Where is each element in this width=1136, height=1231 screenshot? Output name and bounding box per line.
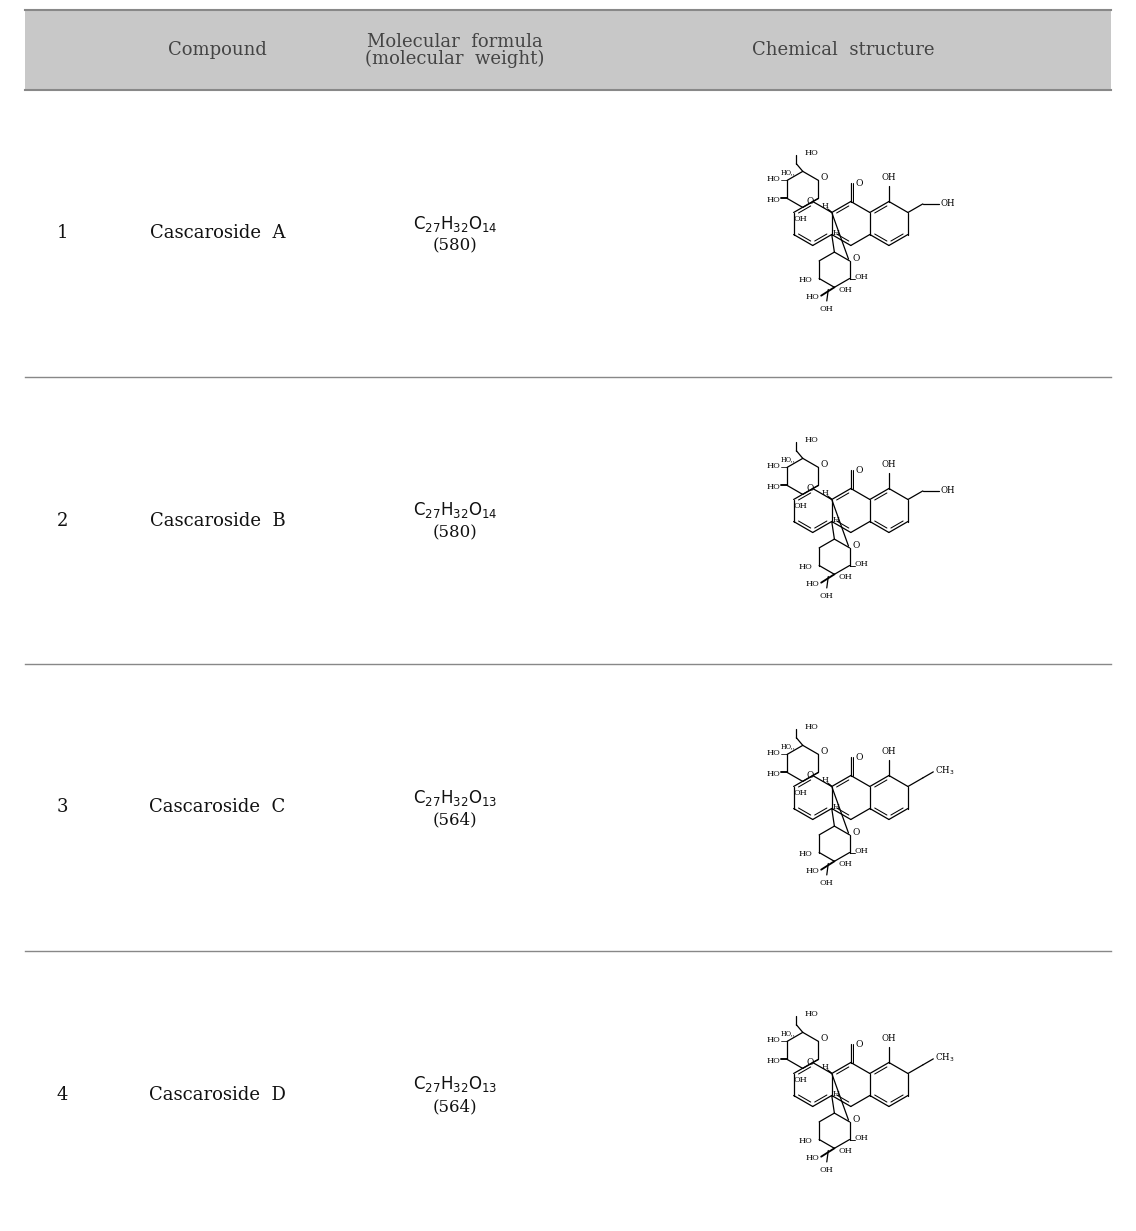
Text: HO: HO xyxy=(799,276,812,283)
Text: HO: HO xyxy=(767,769,780,778)
Text: OH: OH xyxy=(794,215,808,223)
Text: HO: HO xyxy=(805,293,819,302)
Text: H: H xyxy=(833,229,840,238)
Text: O: O xyxy=(821,460,828,469)
Text: Molecular  formula: Molecular formula xyxy=(367,33,543,50)
Text: H: H xyxy=(821,202,828,211)
Text: O: O xyxy=(821,747,828,756)
Text: HO: HO xyxy=(767,463,780,470)
Text: HO: HO xyxy=(799,563,812,571)
Text: H: H xyxy=(821,490,828,497)
Text: HO,,: HO,, xyxy=(780,742,795,750)
Text: (molecular  weight): (molecular weight) xyxy=(366,50,544,68)
Text: HO: HO xyxy=(799,849,812,858)
Text: OH: OH xyxy=(854,1135,868,1142)
Text: (580): (580) xyxy=(433,238,477,254)
Text: HO: HO xyxy=(767,1056,780,1065)
Text: H: H xyxy=(821,777,828,784)
Text: (580): (580) xyxy=(433,524,477,540)
Text: HO: HO xyxy=(767,196,780,203)
Text: O: O xyxy=(855,1040,863,1049)
Text: OH: OH xyxy=(820,1166,834,1174)
Text: OH: OH xyxy=(854,847,868,856)
Text: CH$_3$: CH$_3$ xyxy=(935,764,954,777)
Text: OH: OH xyxy=(854,560,868,569)
Text: HO: HO xyxy=(767,175,780,183)
Text: OH: OH xyxy=(840,860,853,868)
Text: Chemical  structure: Chemical structure xyxy=(752,41,934,59)
Text: O: O xyxy=(852,1115,860,1124)
Text: O: O xyxy=(855,178,863,188)
Text: HO: HO xyxy=(805,868,819,875)
Text: OH: OH xyxy=(820,879,834,888)
Text: HO: HO xyxy=(799,1136,812,1145)
Text: O: O xyxy=(821,1034,828,1043)
Text: HO: HO xyxy=(804,149,818,156)
Text: HO: HO xyxy=(767,483,780,490)
Text: OH: OH xyxy=(941,199,955,208)
Text: HO: HO xyxy=(805,1155,819,1162)
Text: OH: OH xyxy=(882,172,896,182)
Text: O: O xyxy=(821,174,828,182)
Text: OH: OH xyxy=(840,1147,853,1155)
Text: HO: HO xyxy=(767,1037,780,1044)
Text: O: O xyxy=(855,753,863,762)
Text: O: O xyxy=(852,254,860,263)
Text: CH$_3$: CH$_3$ xyxy=(935,1051,954,1064)
Text: OH: OH xyxy=(820,592,834,601)
Text: 3: 3 xyxy=(57,799,68,816)
Text: Cascaroside  D: Cascaroside D xyxy=(149,1086,286,1103)
Bar xyxy=(25,10,1111,90)
Text: $\mathregular{C_{27}H_{32}O_{13}}$: $\mathregular{C_{27}H_{32}O_{13}}$ xyxy=(412,1075,498,1094)
Text: OH: OH xyxy=(794,502,808,510)
Text: HO: HO xyxy=(804,436,818,444)
Text: O: O xyxy=(807,484,813,492)
Text: $\mathregular{C_{27}H_{32}O_{13}}$: $\mathregular{C_{27}H_{32}O_{13}}$ xyxy=(412,788,498,808)
Text: O: O xyxy=(855,467,863,475)
Text: HO,,: HO,, xyxy=(780,167,795,176)
Text: HO: HO xyxy=(804,1009,818,1018)
Text: (564): (564) xyxy=(433,811,477,828)
Text: H: H xyxy=(833,516,840,524)
Text: Cascaroside  C: Cascaroside C xyxy=(149,799,285,816)
Text: OH: OH xyxy=(820,305,834,314)
Text: 2: 2 xyxy=(57,512,68,529)
Text: O: O xyxy=(852,542,860,550)
Text: HO: HO xyxy=(804,723,818,731)
Text: OH: OH xyxy=(941,486,955,495)
Text: OH: OH xyxy=(882,1034,896,1043)
Text: $\mathregular{C_{27}H_{32}O_{14}}$: $\mathregular{C_{27}H_{32}O_{14}}$ xyxy=(412,213,498,234)
Text: HO,,: HO,, xyxy=(780,455,795,463)
Text: 4: 4 xyxy=(57,1086,68,1103)
Text: Cascaroside  B: Cascaroside B xyxy=(150,512,285,529)
Text: O: O xyxy=(807,771,813,779)
Text: Compound: Compound xyxy=(168,41,267,59)
Text: H: H xyxy=(833,1091,840,1098)
Text: OH: OH xyxy=(794,789,808,796)
Text: OH: OH xyxy=(794,1076,808,1083)
Text: O: O xyxy=(807,197,813,206)
Text: OH: OH xyxy=(840,572,853,581)
Text: H: H xyxy=(821,1064,828,1071)
Text: 1: 1 xyxy=(57,224,68,243)
Text: OH: OH xyxy=(854,273,868,282)
Text: Cascaroside  A: Cascaroside A xyxy=(150,224,285,243)
Text: OH: OH xyxy=(840,286,853,294)
Text: O: O xyxy=(852,828,860,837)
Text: (564): (564) xyxy=(433,1098,477,1115)
Text: OH: OH xyxy=(882,460,896,469)
Text: HO,,: HO,, xyxy=(780,1029,795,1037)
Text: O: O xyxy=(807,1057,813,1066)
Text: H: H xyxy=(833,804,840,811)
Text: HO: HO xyxy=(805,581,819,588)
Text: OH: OH xyxy=(882,747,896,756)
Text: $\mathregular{C_{27}H_{32}O_{14}}$: $\mathregular{C_{27}H_{32}O_{14}}$ xyxy=(412,501,498,521)
Text: HO: HO xyxy=(767,750,780,757)
